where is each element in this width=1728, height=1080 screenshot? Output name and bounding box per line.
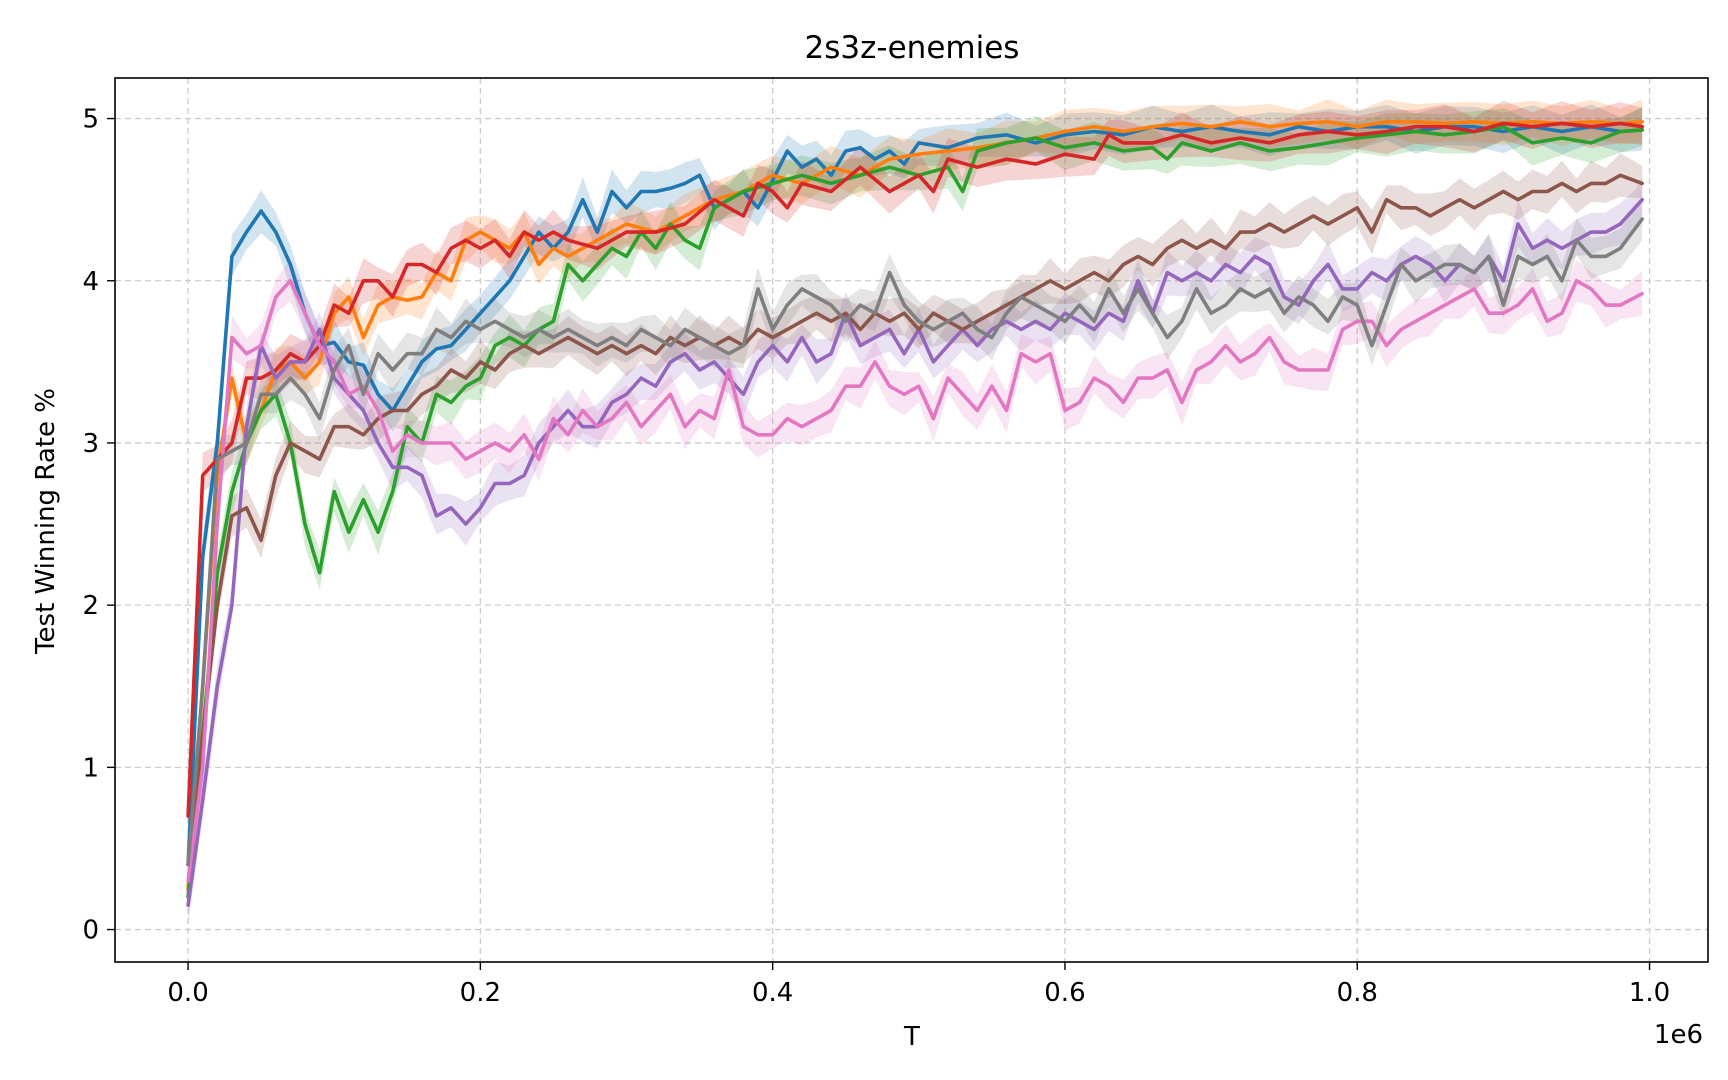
x-tick-label: 1.0 — [1629, 978, 1670, 1008]
y-tick-label: 4 — [82, 267, 99, 297]
chart-title: 2s3z-enemies — [805, 30, 1020, 66]
plot-frame — [114, 77, 1709, 963]
y-tick-label: 5 — [82, 105, 99, 135]
x-tick-label: 0.8 — [1337, 978, 1378, 1008]
x-axis-label: T — [903, 1022, 920, 1052]
y-axis-label: Test Winning Rate % — [31, 388, 61, 655]
series-lines — [186, 120, 1644, 908]
series-band-3 — [188, 107, 1643, 915]
x-axis-offset-label: 1e6 — [1654, 1020, 1703, 1050]
y-tick-label: 2 — [82, 591, 99, 621]
series-line-3 — [186, 124, 1644, 899]
axis-ticks: 0.0 0.2 0.4 0.6 0.8 1.0 0 1 2 3 4 5 — [82, 105, 1670, 1008]
series-line-2 — [186, 120, 1644, 891]
y-tick-label: 3 — [82, 429, 99, 459]
x-tick-label: 0.2 — [460, 978, 501, 1008]
y-tick-label: 1 — [82, 753, 99, 783]
y-tick-label: 0 — [82, 916, 99, 946]
series-line-6 — [186, 173, 1644, 867]
grid — [115, 78, 1708, 962]
x-tick-label: 0.0 — [167, 978, 208, 1008]
x-tick-label: 0.6 — [1044, 978, 1085, 1008]
series-line-4 — [186, 121, 1644, 818]
series-line-7 — [186, 278, 1644, 883]
series-line-8 — [186, 217, 1644, 867]
x-tick-label: 0.4 — [752, 978, 793, 1008]
